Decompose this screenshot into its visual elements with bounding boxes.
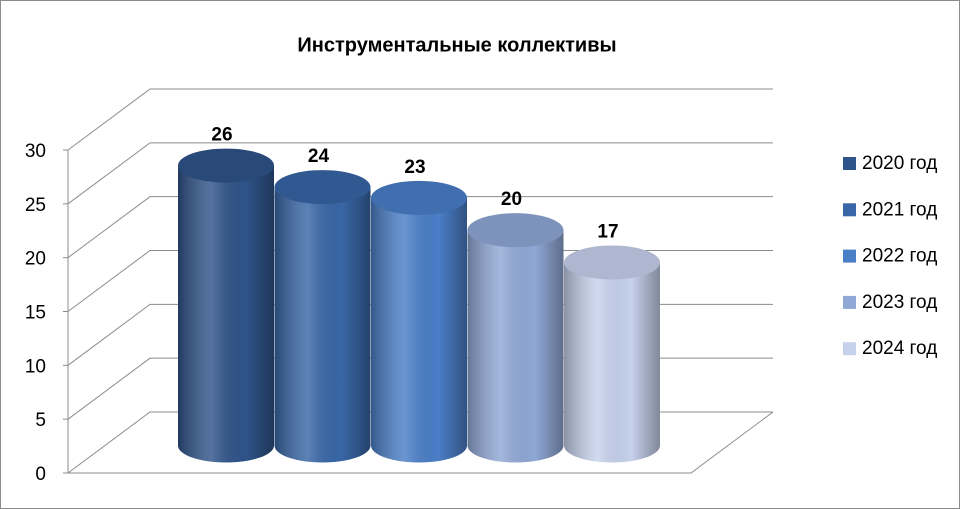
y-tick-label: 30 [25, 141, 46, 162]
legend-swatch [843, 342, 856, 356]
floor [68, 411, 774, 474]
chart-title: Инструментальные коллективы [297, 34, 616, 56]
bar-shade [178, 165, 274, 463]
bar-top [178, 148, 274, 183]
grid-line [67, 88, 773, 151]
bar-shade [564, 262, 660, 463]
legend-swatch [843, 249, 856, 263]
bar-top-shade [564, 245, 660, 280]
grid-line [67, 250, 773, 312]
y-tick-label: 0 [35, 464, 46, 485]
bar-shade [274, 187, 371, 463]
bar-top-shade [467, 213, 564, 248]
bar-top-shade [274, 170, 371, 205]
legend-label: 2023 год [862, 292, 937, 313]
grid-line [67, 196, 773, 259]
bar-shade [467, 230, 564, 463]
bar-top [371, 180, 467, 215]
y-tick-label: 15 [25, 303, 46, 324]
legend-label: 2021 год [862, 199, 937, 220]
grid-line [67, 142, 773, 205]
y-tick-label: 20 [25, 249, 46, 270]
bar-top [274, 170, 371, 205]
legend-swatch [843, 157, 856, 170]
data-label: 20 [501, 189, 522, 210]
legend-swatch [843, 203, 856, 217]
data-label: 23 [404, 157, 425, 178]
legend-label: 2020 год [862, 153, 937, 174]
y-tick-label: 10 [25, 356, 46, 377]
data-label: 17 [597, 221, 618, 242]
bar-top [467, 213, 564, 248]
bar-top-shade [178, 148, 274, 183]
legend-label: 2022 год [862, 246, 937, 267]
data-label: 26 [211, 125, 232, 146]
bar-shade [371, 197, 467, 463]
y-tick-label: 25 [25, 195, 46, 216]
legend-swatch [843, 295, 856, 309]
bar-top [564, 245, 660, 280]
y-tick-label: 5 [35, 410, 46, 431]
legend-label: 2024 год [862, 338, 937, 359]
data-label: 24 [308, 146, 330, 167]
bar-top-shade [371, 180, 467, 215]
